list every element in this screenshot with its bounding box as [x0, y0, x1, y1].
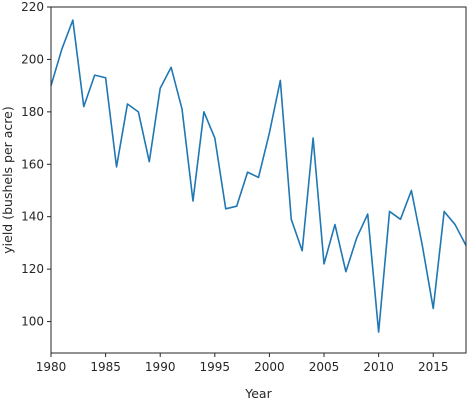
- y-tick-label: 180: [21, 105, 44, 119]
- x-tick-label: 2000: [254, 360, 285, 374]
- y-axis: 100 120 140 160 180 200 220: [21, 0, 51, 329]
- x-axis: 1980 1985 1990 1995 2000 2005 2010 2015: [36, 353, 449, 374]
- y-tick-label: 160: [21, 157, 44, 171]
- y-tick-label: 200: [21, 52, 44, 66]
- x-tick-label: 1985: [90, 360, 121, 374]
- x-tick-label: 2005: [309, 360, 340, 374]
- y-tick-label: 140: [21, 210, 44, 224]
- y-tick-label: 100: [21, 315, 44, 329]
- x-tick-label: 2015: [418, 360, 449, 374]
- series-line: [50, 19, 467, 333]
- x-tick-label: 1980: [36, 360, 67, 374]
- y-tick-label: 120: [21, 262, 44, 276]
- y-axis-label: yield (bushels per acre): [0, 106, 15, 253]
- plot-area: [50, 6, 467, 354]
- x-tick-label: 1990: [145, 360, 176, 374]
- x-tick-label: 1995: [200, 360, 231, 374]
- x-tick-label: 2010: [363, 360, 394, 374]
- y-tick-label: 220: [21, 0, 44, 14]
- x-axis-label: Year: [244, 386, 272, 401]
- plot-frame: [50, 6, 467, 354]
